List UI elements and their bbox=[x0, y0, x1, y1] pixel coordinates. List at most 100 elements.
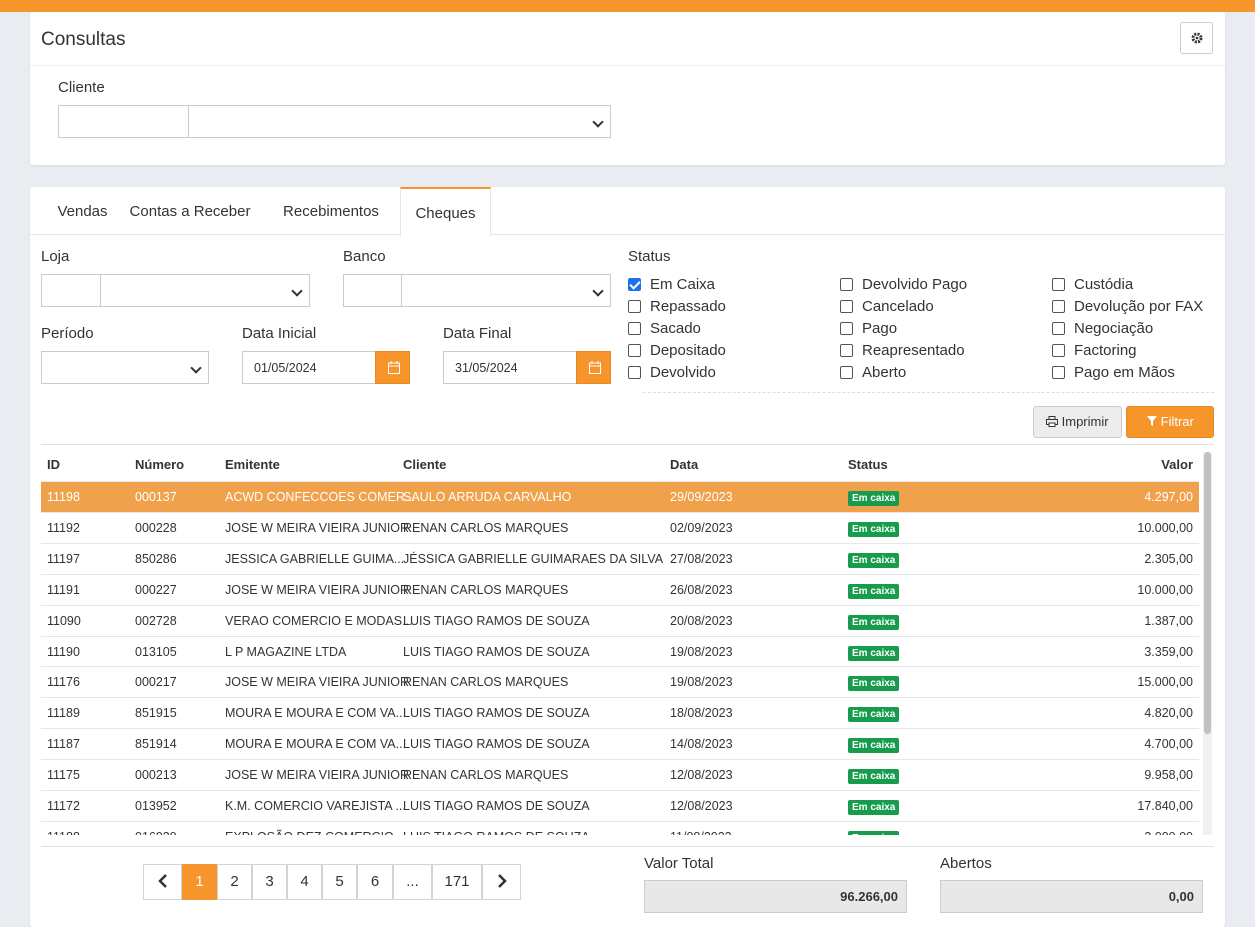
checkbox[interactable] bbox=[1052, 344, 1065, 357]
status-option[interactable]: Depositado bbox=[628, 342, 726, 360]
checkbox[interactable] bbox=[628, 322, 641, 335]
checkbox-label: Em Caixa bbox=[650, 276, 715, 293]
status-option[interactable]: Devolvido bbox=[628, 364, 716, 382]
table-row[interactable]: 11197850286JESSICA GABRIELLE GUIMA...JÉS… bbox=[41, 543, 1199, 574]
status-option[interactable]: Devolvido Pago bbox=[840, 276, 967, 294]
checkbox[interactable] bbox=[628, 344, 641, 357]
table-cell: 013105 bbox=[135, 645, 177, 659]
table-row[interactable]: 11190013105L P MAGAZINE LTDALUIS TIAGO R… bbox=[41, 636, 1199, 667]
table-cell: 013952 bbox=[135, 799, 177, 813]
scrollbar-thumb[interactable] bbox=[1204, 452, 1211, 734]
status-option[interactable]: Pago bbox=[840, 320, 897, 338]
status-label: Status bbox=[628, 248, 671, 265]
data-inicial-label: Data Inicial bbox=[242, 325, 316, 342]
print-label: Imprimir bbox=[1062, 414, 1109, 429]
table-row[interactable]: 11191000227JOSE W MEIRA VIEIRA JUNIORREN… bbox=[41, 574, 1199, 605]
page-button[interactable]: 4 bbox=[287, 864, 322, 900]
checkbox-label: Devolução por FAX bbox=[1074, 298, 1203, 315]
column-header: Status bbox=[848, 457, 888, 472]
table-row[interactable]: 11189851915MOURA E MOURA E COM VA...LUIS… bbox=[41, 697, 1199, 728]
table-row[interactable]: 11187851914MOURA E MOURA E COM VA...LUIS… bbox=[41, 728, 1199, 759]
checkbox[interactable] bbox=[840, 344, 853, 357]
table-row[interactable]: 11198000137ACWD CONFECCOES COMER...SAULO… bbox=[41, 481, 1199, 512]
table-row[interactable]: 11090002728VERAO COMERCIO E MODAS...LUIS… bbox=[41, 605, 1199, 636]
print-button[interactable]: Imprimir bbox=[1033, 406, 1122, 438]
checkbox[interactable] bbox=[1052, 366, 1065, 379]
status-option[interactable]: Em Caixa bbox=[628, 276, 715, 294]
calendar-button[interactable] bbox=[375, 351, 410, 384]
banco-select[interactable] bbox=[401, 274, 611, 307]
filter-button[interactable]: Filtrar bbox=[1126, 406, 1214, 438]
table-row[interactable]: 11188016939EXPLOSÃO DEZ COMERCIOLUIS TIA… bbox=[41, 821, 1199, 835]
table-cell: 851914 bbox=[135, 737, 177, 751]
banco-code-input[interactable] bbox=[343, 274, 402, 307]
status-option[interactable]: Devolução por FAX bbox=[1052, 298, 1203, 316]
loja-code-input[interactable] bbox=[41, 274, 101, 307]
page-arrow[interactable] bbox=[482, 864, 521, 900]
table-cell: JESSICA GABRIELLE GUIMA... bbox=[225, 552, 404, 566]
page-button[interactable]: 171 bbox=[432, 864, 482, 900]
page-button[interactable]: 2 bbox=[217, 864, 252, 900]
status-badge: Em caixa bbox=[848, 738, 899, 753]
divider bbox=[30, 65, 1225, 66]
table-cell: 11/08/2023 bbox=[670, 830, 732, 835]
page-button[interactable]: 5 bbox=[322, 864, 357, 900]
checkbox[interactable] bbox=[840, 366, 853, 379]
page-button[interactable]: 6 bbox=[357, 864, 393, 900]
table-cell: JOSE W MEIRA VIEIRA JUNIOR bbox=[225, 583, 409, 597]
status-option[interactable]: Repassado bbox=[628, 298, 726, 316]
status-option[interactable]: Negociação bbox=[1052, 320, 1153, 338]
status-option[interactable]: Sacado bbox=[628, 320, 701, 338]
table-cell: LUIS TIAGO RAMOS DE SOUZA bbox=[403, 830, 590, 835]
checkbox[interactable] bbox=[840, 278, 853, 291]
status-option[interactable]: Cancelado bbox=[840, 298, 934, 316]
checkbox[interactable] bbox=[1052, 322, 1065, 335]
checkbox-label: Sacado bbox=[650, 320, 701, 337]
checkbox[interactable] bbox=[628, 300, 641, 313]
status-badge: Em caixa bbox=[848, 553, 899, 568]
settings-button[interactable] bbox=[1180, 22, 1213, 54]
status-option[interactable]: Factoring bbox=[1052, 342, 1137, 360]
filter-card: Consultas Cliente bbox=[30, 12, 1225, 165]
checkbox-label: Devolvido Pago bbox=[862, 276, 967, 293]
table-cell: 20/08/2023 bbox=[670, 614, 733, 628]
client-select[interactable] bbox=[188, 105, 611, 138]
table-row[interactable]: 11172013952K.M. COMERCIO VAREJISTA ...LU… bbox=[41, 790, 1199, 821]
table-row[interactable]: 11175000213JOSE W MEIRA VIEIRA JUNIORREN… bbox=[41, 759, 1199, 790]
tab[interactable]: Recebimentos bbox=[265, 187, 397, 235]
client-code-input[interactable] bbox=[58, 105, 189, 138]
tab[interactable]: Contas a Receber bbox=[115, 187, 265, 235]
checkbox[interactable] bbox=[840, 322, 853, 335]
tab[interactable]: Cheques bbox=[400, 187, 491, 236]
status-option[interactable]: Custódia bbox=[1052, 276, 1133, 294]
valor-total-value: 96.266,00 bbox=[644, 880, 907, 913]
data-final-input[interactable]: 31/05/2024 bbox=[443, 351, 577, 384]
table-cell: JÉSSICA GABRIELLE GUIMARAES DA SILVA bbox=[403, 552, 663, 566]
status-option[interactable]: Pago em Mãos bbox=[1052, 364, 1175, 382]
loja-label: Loja bbox=[41, 248, 69, 265]
checkbox[interactable] bbox=[628, 278, 641, 291]
calendar-button[interactable] bbox=[576, 351, 611, 384]
table-row[interactable]: 11192000228JOSE W MEIRA VIEIRA JUNIORREN… bbox=[41, 512, 1199, 543]
status-option[interactable]: Reapresentado bbox=[840, 342, 965, 360]
table-row[interactable]: 11176000217JOSE W MEIRA VIEIRA JUNIORREN… bbox=[41, 666, 1199, 697]
page-button[interactable]: 3 bbox=[252, 864, 287, 900]
loja-select[interactable] bbox=[100, 274, 310, 307]
page-button[interactable]: 1 bbox=[182, 864, 217, 900]
table-cell: 851915 bbox=[135, 706, 177, 720]
periodo-select[interactable] bbox=[41, 351, 209, 384]
checkbox[interactable] bbox=[1052, 300, 1065, 313]
page-button[interactable]: ... bbox=[393, 864, 432, 900]
status-option[interactable]: Aberto bbox=[840, 364, 906, 382]
checkbox[interactable] bbox=[1052, 278, 1065, 291]
client-label: Cliente bbox=[58, 79, 105, 96]
table-cell: 002728 bbox=[135, 614, 177, 628]
column-header: Valor bbox=[1161, 457, 1193, 472]
page-arrow[interactable] bbox=[143, 864, 182, 900]
data-inicial-input[interactable]: 01/05/2024 bbox=[242, 351, 376, 384]
checkbox-label: Custódia bbox=[1074, 276, 1133, 293]
checkbox[interactable] bbox=[628, 366, 641, 379]
checkbox[interactable] bbox=[840, 300, 853, 313]
table-top-border bbox=[41, 444, 1214, 445]
table-cell: 000217 bbox=[135, 675, 177, 689]
